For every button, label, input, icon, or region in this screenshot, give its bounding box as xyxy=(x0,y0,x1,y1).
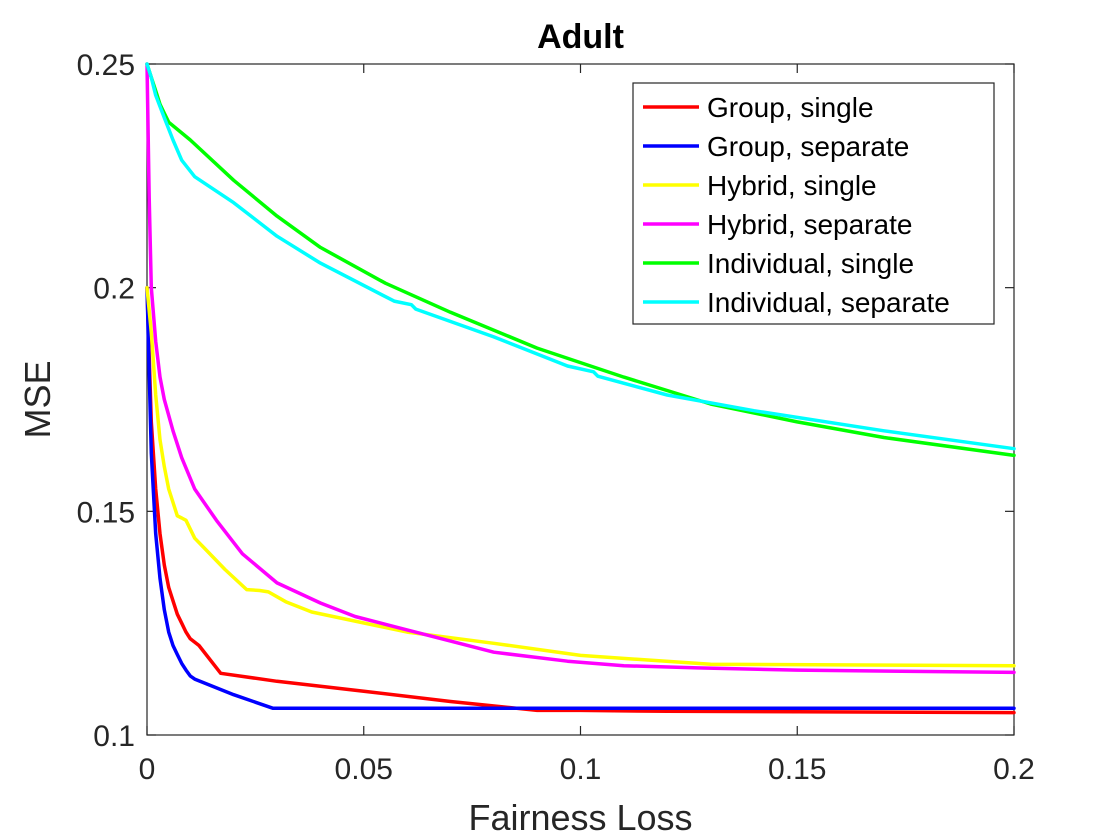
x-tick-label: 0 xyxy=(139,753,156,786)
legend-label-2: Group, separate xyxy=(707,131,909,162)
legend-label-3: Hybrid, single xyxy=(707,170,877,201)
series-line-6 xyxy=(145,62,1016,451)
chart-title: Adult xyxy=(537,18,624,56)
series-line-1 xyxy=(145,285,1016,715)
y-tick-label: 0.15 xyxy=(77,496,135,529)
legend: Group, single Group, separate Hybrid, sing… xyxy=(632,82,995,325)
legend-label-5: Individual, single xyxy=(707,248,914,279)
legend-label-6: Individual, separate xyxy=(707,287,950,318)
axis-ticks: 0 0.05 0.1 0.15 0.2 0.1 0.15 0.2 0.25 xyxy=(77,49,1035,786)
y-tick-label: 0.1 xyxy=(93,720,135,753)
y-tick-label: 0.25 xyxy=(77,49,135,82)
legend-box xyxy=(632,82,995,325)
x-axis-label: Fairness Loss xyxy=(468,797,692,838)
x-tick-label: 0.05 xyxy=(335,753,393,786)
x-tick-label: 0.15 xyxy=(768,753,826,786)
y-tick-label: 0.2 xyxy=(93,273,135,306)
series-line-4 xyxy=(145,62,1016,675)
series-line-3 xyxy=(145,285,1016,668)
x-tick-label: 0.1 xyxy=(560,753,602,786)
x-tick-label: 0.2 xyxy=(993,753,1035,786)
series-lines xyxy=(145,62,1016,715)
y-axis-label: MSE xyxy=(17,360,58,438)
legend-label-1: Group, single xyxy=(707,92,874,123)
series-line-2 xyxy=(145,285,1016,710)
legend-label-4: Hybrid, separate xyxy=(707,209,912,240)
